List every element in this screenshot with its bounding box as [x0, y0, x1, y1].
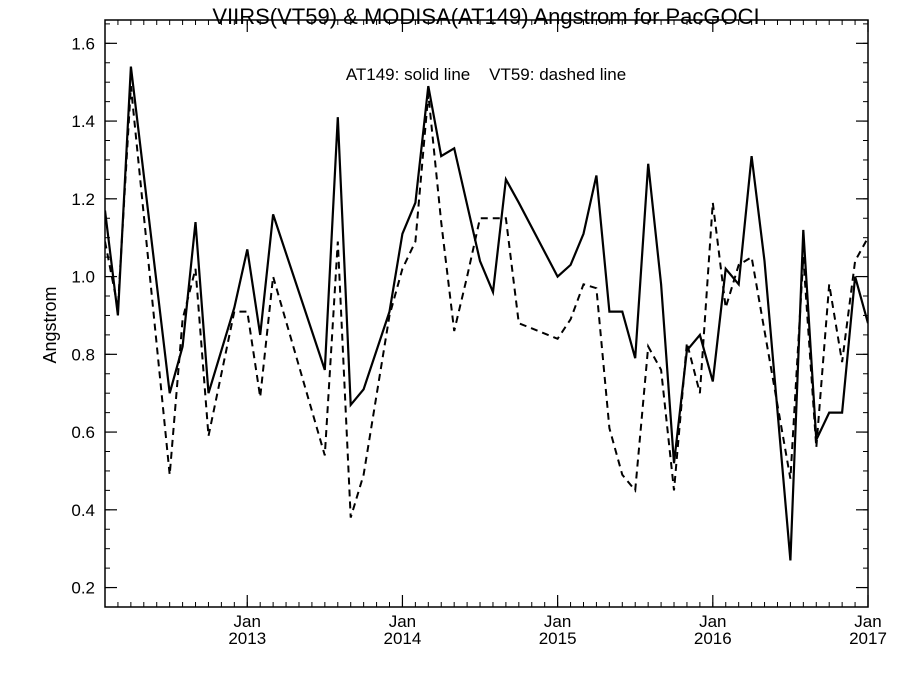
y-axis-label: Angstrom	[40, 286, 60, 363]
chart-annotation: AT149: solid line VT59: dashed line	[346, 65, 626, 84]
y-tick-label: 1.2	[71, 190, 95, 209]
plot-frame	[104, 19, 869, 608]
x-tick-year-label: 2015	[539, 629, 577, 648]
x-tick-month-label: Jan	[854, 612, 881, 631]
series-layer	[105, 66, 868, 561]
x-tick-month-label: Jan	[544, 612, 571, 631]
series-line-at149	[105, 66, 868, 561]
series-line-vt59	[105, 86, 868, 518]
y-tick-label: 1.0	[71, 268, 95, 287]
y-tick-label: 0.4	[71, 501, 95, 520]
x-tick-year-label: 2013	[228, 629, 266, 648]
y-tick-label: 0.2	[71, 579, 95, 598]
y-tick-label: 1.4	[71, 112, 95, 131]
x-tick-year-label: 2014	[384, 629, 422, 648]
x-tick-month-label: Jan	[389, 612, 416, 631]
y-tick-label: 0.6	[71, 423, 95, 442]
x-tick-month-label: Jan	[234, 612, 261, 631]
y-tick-label: 0.8	[71, 345, 95, 364]
y-tick-label: 1.6	[71, 34, 95, 53]
x-tick-year-label: 2017	[849, 629, 887, 648]
chart-title: VIIRS(VT59) & MODISA(AT149) Angstrom for…	[212, 4, 759, 29]
x-tick-month-label: Jan	[699, 612, 726, 631]
y-axis-ticks: 0.2 0.4 0.6 0.8 1.0 1.2 1.4 1.6	[71, 23, 868, 598]
x-tick-year-label: 2016	[694, 629, 732, 648]
